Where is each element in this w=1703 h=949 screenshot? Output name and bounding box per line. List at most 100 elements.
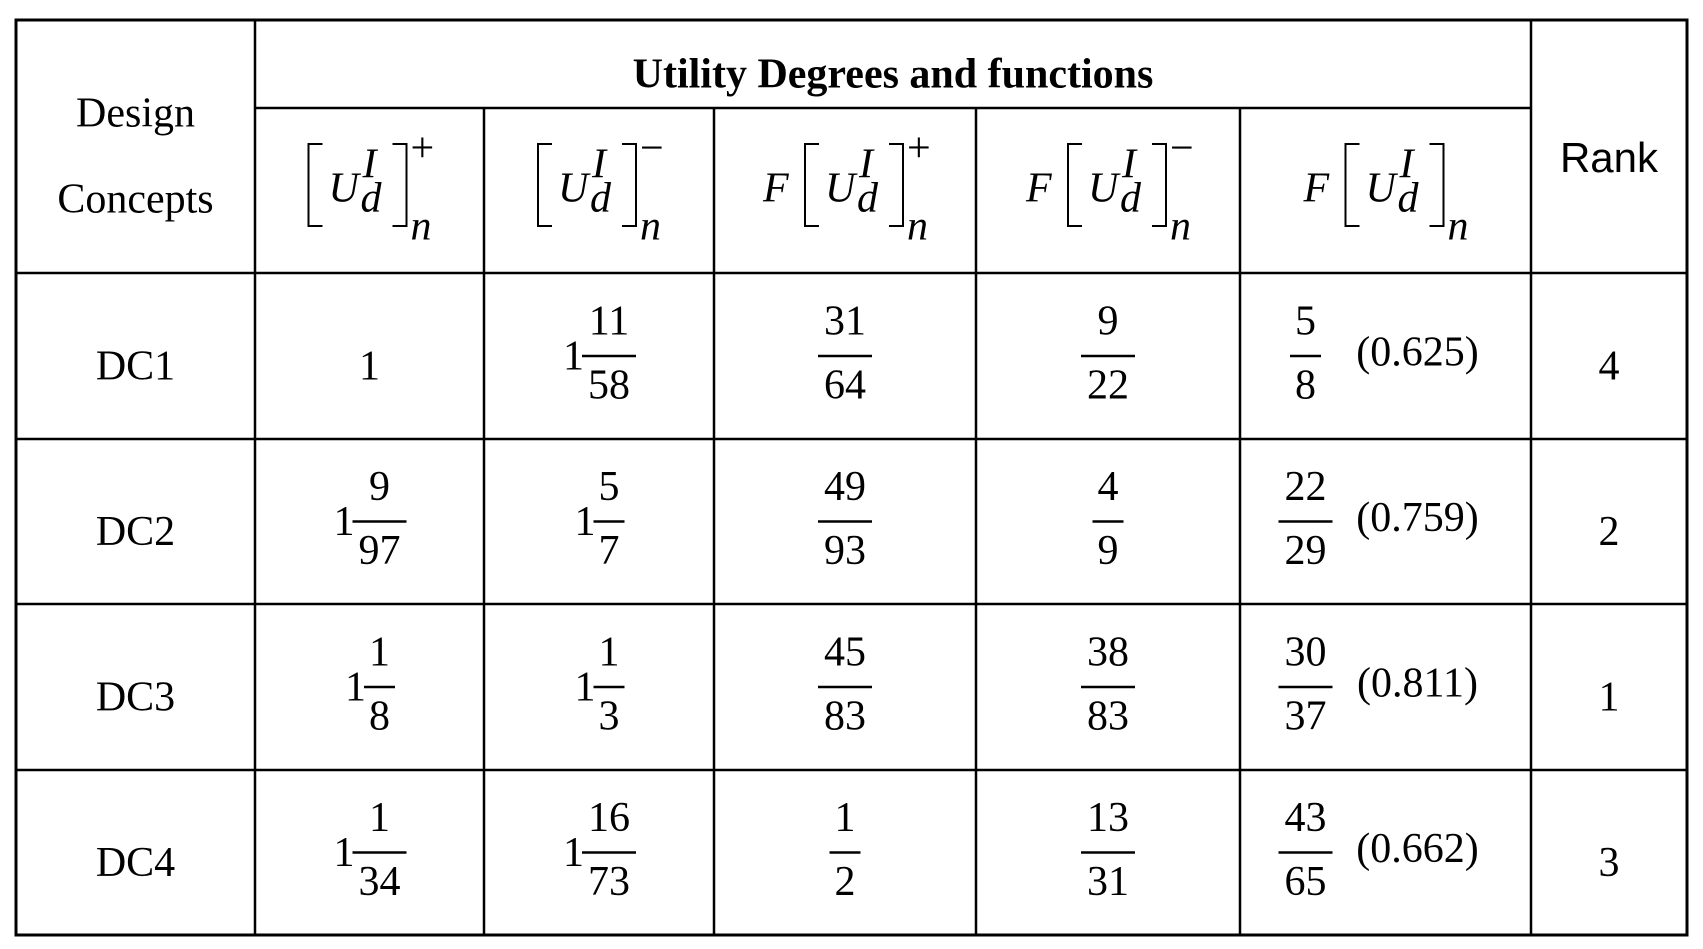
math-symbol: d <box>361 176 383 222</box>
denominator: 97 <box>359 528 401 574</box>
bracket <box>1344 143 1360 227</box>
bracket <box>889 143 904 227</box>
numerator: 16 <box>588 795 630 841</box>
numerator: 1 <box>369 630 390 676</box>
math-symbol: U <box>825 166 858 212</box>
cell-value: 1 <box>359 344 380 390</box>
whole-part: 1 <box>334 499 355 545</box>
denominator: 2 <box>835 859 856 905</box>
denominator: 9 <box>1098 528 1119 574</box>
math-symbol: d <box>1120 176 1142 222</box>
math-symbol: d <box>1398 176 1420 222</box>
denominator: 3 <box>599 694 620 740</box>
math-symbol: n <box>640 204 661 250</box>
header-label: Rank <box>1560 134 1659 181</box>
bracket <box>537 143 552 227</box>
numerator: 30 <box>1285 630 1327 676</box>
math-symbol: − <box>1170 126 1194 172</box>
math-symbol: I <box>591 142 608 188</box>
math-symbol: I <box>1121 142 1138 188</box>
header-label: Design <box>76 91 195 137</box>
math-symbol: n <box>411 204 432 250</box>
math-symbol: n <box>1448 204 1469 250</box>
math-symbol: + <box>907 126 931 172</box>
concept-label: DC1 <box>96 344 175 390</box>
header-label: Concepts <box>57 177 213 223</box>
concept-label: DC3 <box>96 675 175 721</box>
bracket <box>307 143 323 227</box>
numerator: 22 <box>1285 464 1327 510</box>
math-symbol: − <box>640 126 664 172</box>
denominator: 93 <box>824 528 866 574</box>
math-symbol: n <box>1170 204 1191 250</box>
denominator: 22 <box>1087 363 1129 409</box>
math-symbol: d <box>590 176 612 222</box>
numerator: 9 <box>369 464 390 510</box>
whole-part: 1 <box>575 665 596 711</box>
denominator: 65 <box>1285 859 1327 905</box>
rank-value: 3 <box>1599 840 1620 886</box>
denominator: 7 <box>599 528 620 574</box>
numerator: 38 <box>1087 630 1129 676</box>
denominator: 8 <box>369 694 390 740</box>
bracket <box>1429 143 1445 227</box>
whole-part: 1 <box>575 499 596 545</box>
numerator: 13 <box>1087 795 1129 841</box>
bracket <box>622 143 637 227</box>
numerator: 45 <box>824 630 866 676</box>
denominator: 58 <box>588 363 630 409</box>
math-symbol: F <box>1303 166 1330 212</box>
bracket <box>804 143 819 227</box>
math-symbol: U <box>329 166 362 212</box>
numerator: 1 <box>835 795 856 841</box>
rank-value: 1 <box>1599 675 1620 721</box>
numerator: 1 <box>599 630 620 676</box>
numerator: 49 <box>824 464 866 510</box>
math-symbol: + <box>411 126 435 172</box>
bracket <box>1152 143 1167 227</box>
math-symbol: n <box>907 204 928 250</box>
numerator: 43 <box>1285 795 1327 841</box>
math-symbol: I <box>362 142 379 188</box>
numerator: 4 <box>1098 464 1119 510</box>
whole-part: 1 <box>563 830 584 876</box>
numerator: 5 <box>599 464 620 510</box>
concept-label: DC4 <box>96 840 175 886</box>
numerator: 1 <box>369 795 390 841</box>
denominator: 37 <box>1285 694 1327 740</box>
decimal-value: (0.759) <box>1356 495 1478 541</box>
denominator: 31 <box>1087 859 1129 905</box>
math-symbol: U <box>1366 166 1399 212</box>
denominator: 34 <box>359 859 401 905</box>
math-symbol: d <box>857 176 879 222</box>
denominator: 73 <box>588 859 630 905</box>
rank-value: 2 <box>1599 509 1620 555</box>
math-symbol: I <box>1399 142 1416 188</box>
math-symbol: I <box>858 142 875 188</box>
decimal-value: (0.625) <box>1356 330 1478 376</box>
decimal-value: (0.662) <box>1356 826 1478 872</box>
denominator: 83 <box>824 694 866 740</box>
math-symbol: F <box>1025 166 1052 212</box>
numerator: 5 <box>1295 299 1316 345</box>
denominator: 83 <box>1087 694 1129 740</box>
numerator: 31 <box>824 299 866 345</box>
math-symbol: U <box>558 166 591 212</box>
bracket <box>392 143 408 227</box>
numerator: 9 <box>1098 299 1119 345</box>
whole-part: 1 <box>334 830 355 876</box>
denominator: 64 <box>824 363 866 409</box>
table-border <box>14 18 1689 937</box>
group-title: Utility Degrees and functions <box>633 52 1154 98</box>
whole-part: 1 <box>563 334 584 380</box>
bracket <box>1067 143 1082 227</box>
whole-part: 1 <box>345 665 366 711</box>
concept-label: DC2 <box>96 509 175 555</box>
rank-value: 4 <box>1599 344 1620 390</box>
decimal-value: (0.811) <box>1357 661 1478 707</box>
denominator: 8 <box>1295 363 1316 409</box>
math-symbol: F <box>762 166 789 212</box>
denominator: 29 <box>1285 528 1327 574</box>
math-symbol: U <box>1088 166 1121 212</box>
